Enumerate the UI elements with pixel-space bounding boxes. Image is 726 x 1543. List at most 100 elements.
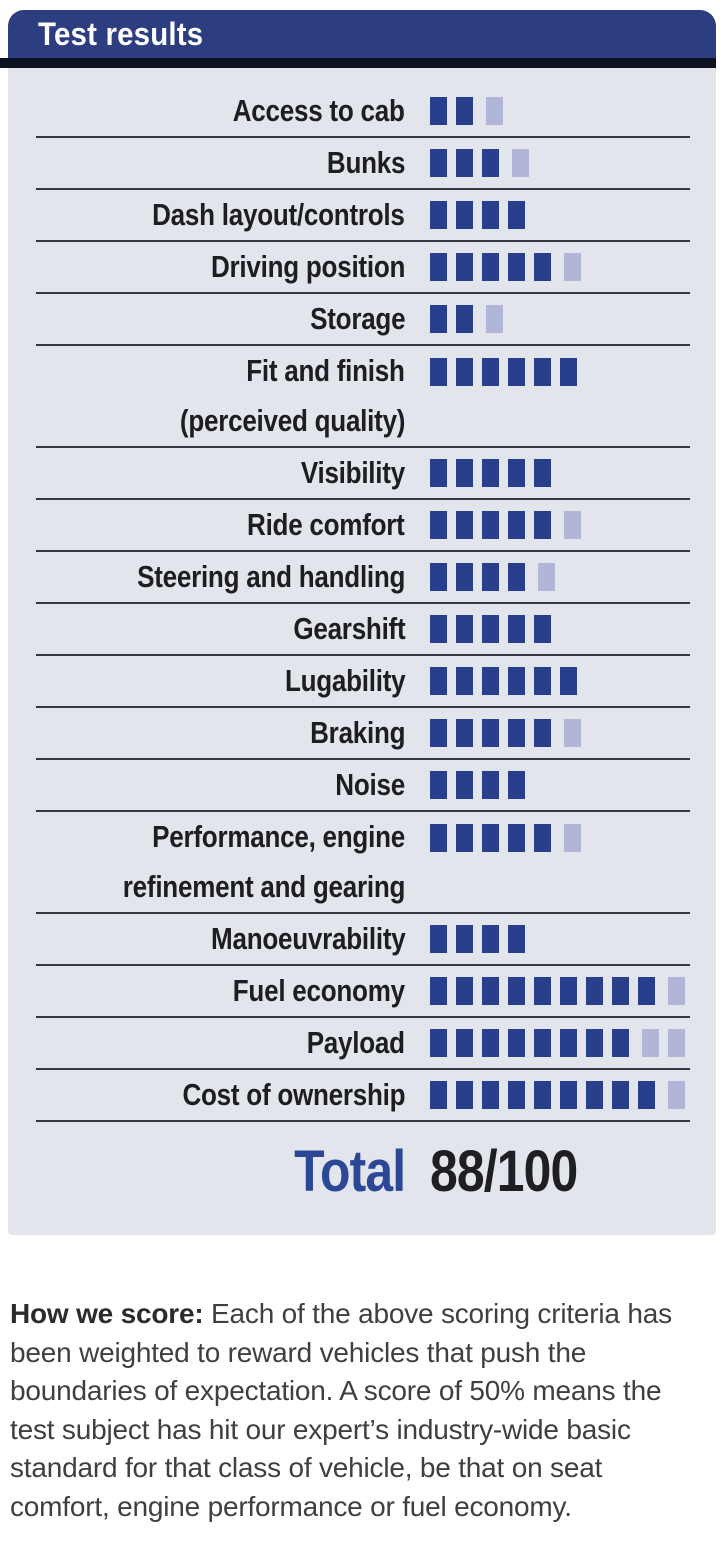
- score-block-filled: [534, 358, 551, 386]
- total-row: Total 88/100: [36, 1122, 690, 1225]
- score-block-filled: [430, 358, 447, 386]
- score-block-filled: [456, 97, 473, 125]
- score-block-filled: [430, 719, 447, 747]
- score-blocks: [430, 719, 581, 747]
- row-label: Gearshift: [292, 611, 405, 646]
- card-title: Test results: [38, 15, 204, 52]
- score-row: Bunks: [36, 138, 690, 190]
- score-row: Steering and handling: [36, 552, 690, 604]
- score-block-filled: [456, 667, 473, 695]
- score-block-filled: [534, 1081, 551, 1109]
- score-block-filled: [430, 1081, 447, 1109]
- score-blocks: [430, 1081, 685, 1109]
- score-block-filled: [430, 615, 447, 643]
- score-block-filled: [534, 253, 551, 281]
- score-block-filled: [508, 459, 525, 487]
- total-value: 88/100: [430, 1139, 578, 1204]
- score-block-unfilled: [486, 305, 503, 333]
- score-block-filled: [482, 459, 499, 487]
- score-block-filled: [456, 615, 473, 643]
- score-block-filled: [430, 305, 447, 333]
- score-block-filled: [508, 1081, 525, 1109]
- row-label: Steering and handling: [136, 559, 405, 594]
- score-block-filled: [612, 1081, 629, 1109]
- score-block-filled: [430, 459, 447, 487]
- score-blocks: [430, 253, 581, 281]
- score-block-filled: [508, 1029, 525, 1057]
- score-row: Ride comfort: [36, 500, 690, 552]
- score-blocks: [430, 97, 503, 125]
- score-panel: Access to cab Bunks Dash layout/controls…: [8, 68, 716, 1235]
- score-block-filled: [534, 511, 551, 539]
- score-block-filled: [560, 1029, 577, 1057]
- score-block-filled: [586, 1081, 603, 1109]
- score-block-filled: [456, 824, 473, 852]
- score-block-unfilled: [512, 149, 529, 177]
- score-block-filled: [456, 719, 473, 747]
- how-we-score-note: How we score: Each of the above scoring …: [10, 1295, 678, 1526]
- score-block-filled: [586, 1029, 603, 1057]
- row-label: Payload: [306, 1025, 405, 1060]
- score-block-filled: [508, 201, 525, 229]
- score-block-filled: [482, 615, 499, 643]
- score-block-unfilled: [564, 511, 581, 539]
- score-block-filled: [534, 824, 551, 852]
- footnote-lead: How we score:: [10, 1298, 204, 1329]
- score-block-filled: [508, 719, 525, 747]
- score-block-filled: [508, 824, 525, 852]
- score-block-filled: [482, 824, 499, 852]
- score-row: Lugability: [36, 656, 690, 708]
- score-block-filled: [482, 358, 499, 386]
- score-row: Access to cab: [36, 86, 690, 138]
- score-blocks: [430, 459, 551, 487]
- row-label: Braking: [309, 715, 405, 750]
- score-block-filled: [482, 771, 499, 799]
- score-block-filled: [560, 667, 577, 695]
- score-block-filled: [456, 511, 473, 539]
- score-block-filled: [508, 358, 525, 386]
- footnote-body: Each of the above scoring criteria has b…: [10, 1298, 672, 1522]
- score-block-filled: [586, 977, 603, 1005]
- score-blocks: [430, 925, 525, 953]
- score-rows: Access to cab Bunks Dash layout/controls…: [36, 86, 690, 1122]
- score-blocks: [430, 615, 551, 643]
- score-block-filled: [430, 977, 447, 1005]
- score-blocks: [430, 977, 685, 1005]
- score-row: Noise: [36, 760, 690, 812]
- score-block-filled: [534, 615, 551, 643]
- row-label: Lugability: [284, 663, 406, 698]
- row-label: Visibility: [300, 455, 405, 490]
- score-block-filled: [482, 977, 499, 1005]
- score-block-filled: [534, 1029, 551, 1057]
- score-block-unfilled: [564, 719, 581, 747]
- score-block-filled: [456, 305, 473, 333]
- score-block-filled: [430, 201, 447, 229]
- row-label: Fuel economy: [232, 973, 405, 1008]
- score-block-filled: [456, 771, 473, 799]
- score-blocks: [430, 771, 525, 799]
- score-block-filled: [456, 563, 473, 591]
- row-label: Manoeuvrability: [210, 921, 406, 956]
- score-block-filled: [612, 1029, 629, 1057]
- score-block-filled: [430, 253, 447, 281]
- score-block-filled: [534, 667, 551, 695]
- card-header: Test results: [8, 10, 716, 58]
- score-block-filled: [456, 149, 473, 177]
- score-block-filled: [508, 511, 525, 539]
- score-block-unfilled: [642, 1029, 659, 1057]
- score-block-unfilled: [668, 1029, 685, 1057]
- score-row: Driving position: [36, 242, 690, 294]
- score-block-filled: [638, 977, 655, 1005]
- row-label: Fit and finish (perceived quality): [179, 353, 406, 438]
- row-label: Cost of ownership: [182, 1077, 405, 1112]
- total-label: Total: [293, 1139, 406, 1204]
- score-row: Dash layout/controls: [36, 190, 690, 242]
- row-label: Ride comfort: [247, 507, 405, 542]
- score-block-filled: [508, 667, 525, 695]
- score-block-filled: [456, 1029, 473, 1057]
- score-block-filled: [508, 771, 525, 799]
- score-block-filled: [430, 563, 447, 591]
- score-block-filled: [482, 925, 499, 953]
- score-blocks: [430, 563, 555, 591]
